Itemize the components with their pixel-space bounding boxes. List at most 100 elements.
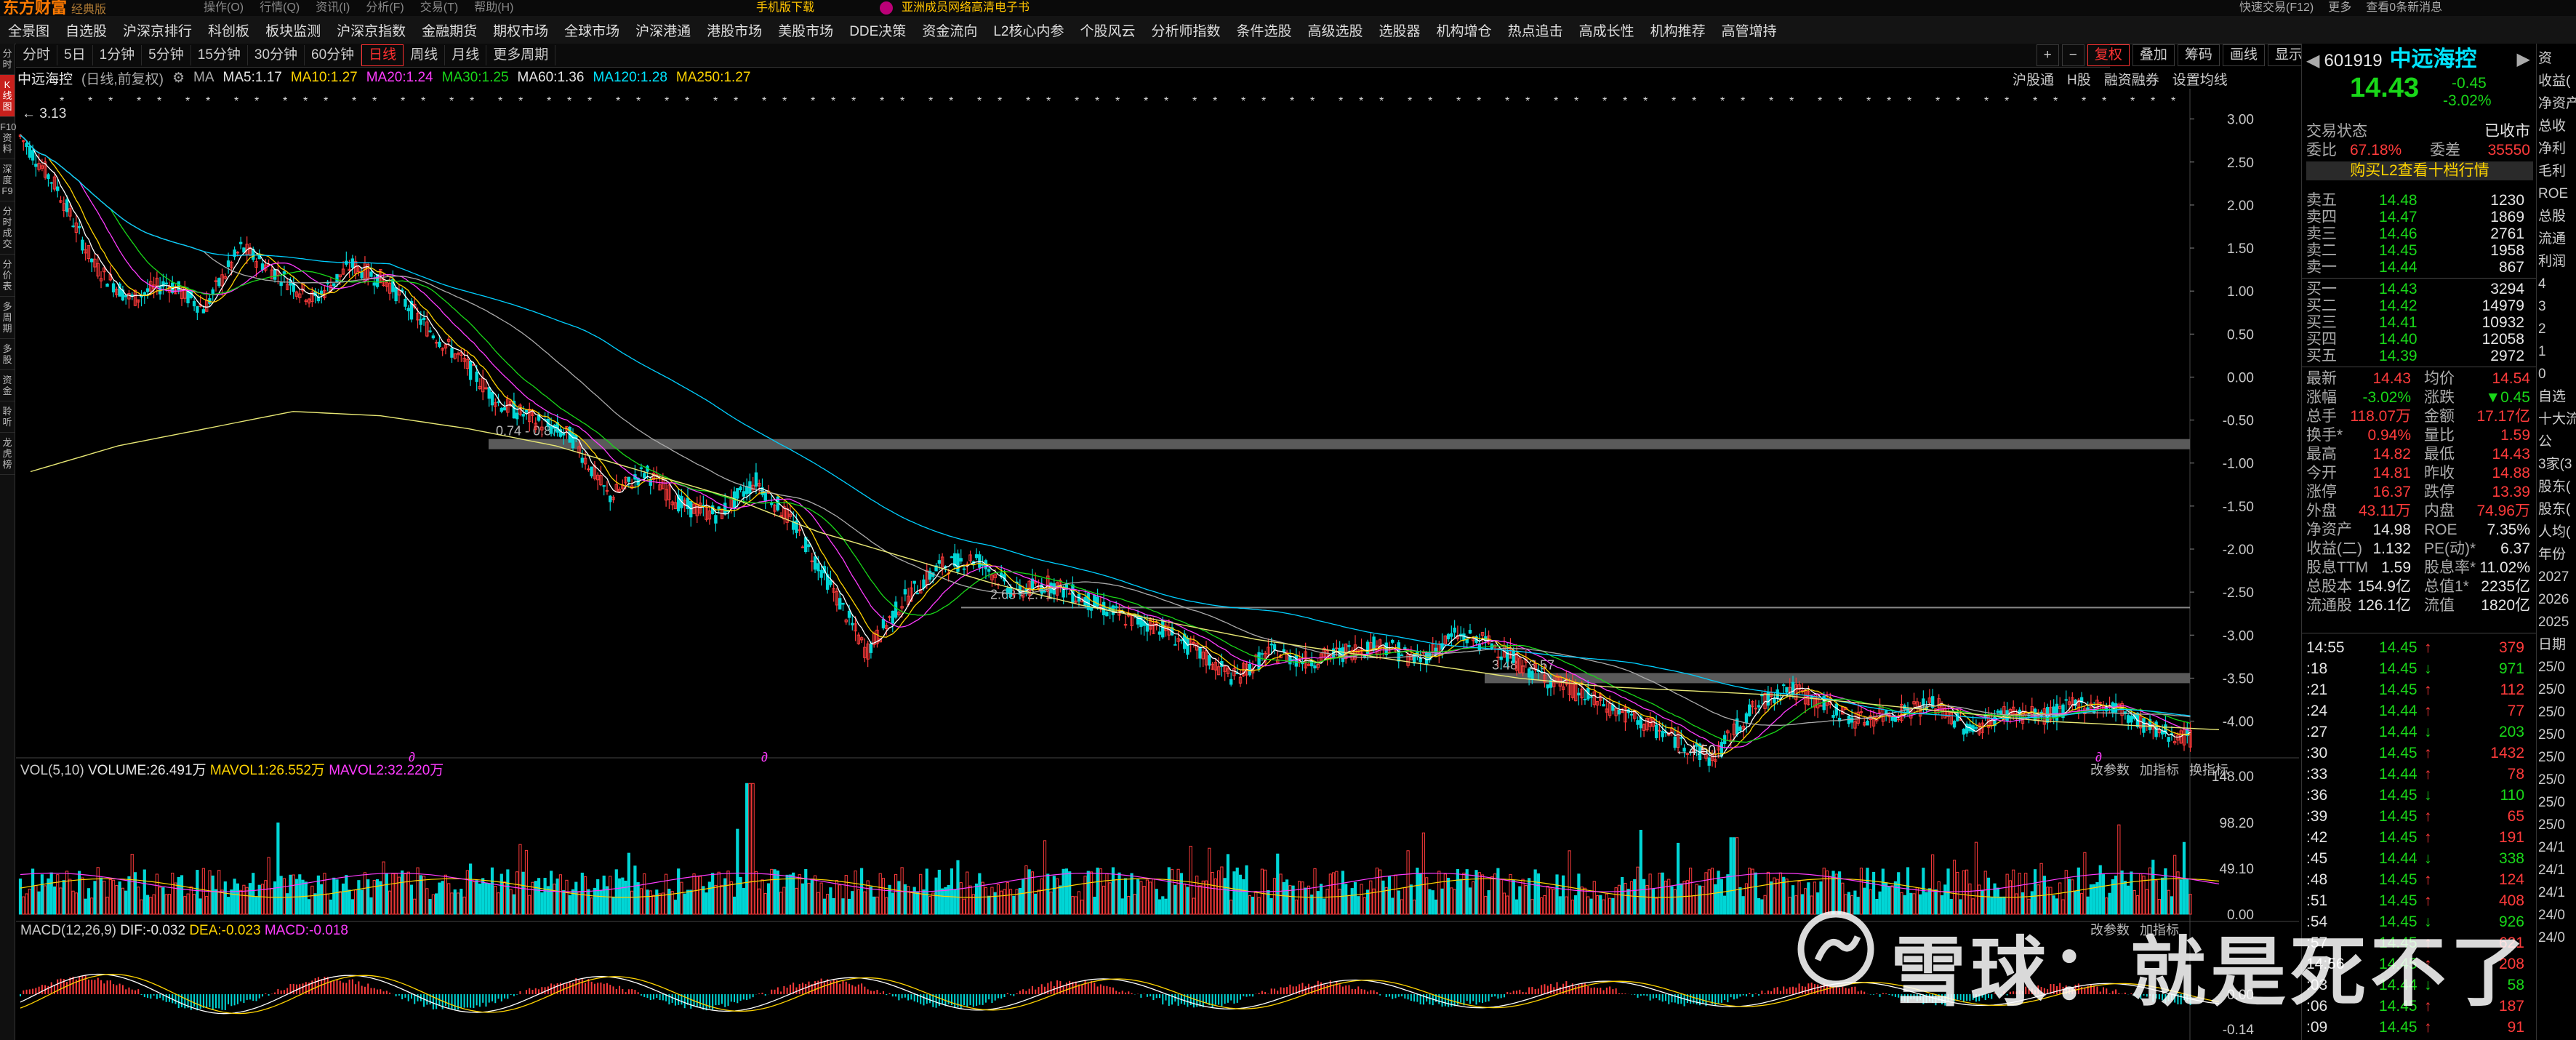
event-star-icon[interactable]: * bbox=[2033, 95, 2037, 108]
macd-title[interactable]: MACD(12,26,9) bbox=[20, 923, 120, 938]
period-tab[interactable]: 15分钟 bbox=[191, 45, 248, 65]
sublink[interactable]: H股 bbox=[2067, 73, 2091, 88]
f10-item[interactable]: 0 bbox=[2538, 367, 2546, 382]
legend-stock-name[interactable]: 中远海控 bbox=[17, 71, 73, 87]
f10-item[interactable]: 2026 bbox=[2538, 592, 2569, 607]
event-star-icon[interactable]: * bbox=[1935, 95, 1940, 108]
menu-item[interactable]: 全景图 bbox=[8, 23, 50, 39]
event-star-icon[interactable]: * bbox=[1956, 95, 1960, 108]
sublink[interactable]: 沪股通 bbox=[2013, 73, 2055, 88]
book-price[interactable]: 14.45 bbox=[2379, 242, 2417, 259]
period-tab[interactable]: 5分钟 bbox=[142, 45, 191, 65]
menu-item[interactable]: DDE决策 bbox=[849, 23, 907, 39]
menu-item[interactable]: 板块监测 bbox=[265, 23, 321, 39]
f10-item[interactable]: 资 bbox=[2538, 51, 2553, 66]
book-price[interactable]: 14.46 bbox=[2379, 225, 2417, 242]
f10-item[interactable]: 自选 bbox=[2538, 389, 2567, 404]
macd-link[interactable]: 加指标 bbox=[2140, 923, 2179, 937]
period-tab[interactable]: 30分钟 bbox=[248, 45, 305, 65]
top-ad[interactable]: 亚洲成员网络高清电子书 bbox=[902, 1, 1030, 14]
event-star-icon[interactable]: * bbox=[811, 95, 815, 108]
left-tool-item[interactable]: 聆听 bbox=[0, 401, 15, 433]
event-star-icon[interactable]: * bbox=[2082, 95, 2086, 108]
event-star-icon[interactable]: * bbox=[762, 95, 766, 108]
left-tool-item[interactable]: 资金 bbox=[0, 370, 15, 401]
f10-item[interactable]: 24/0 bbox=[2538, 930, 2565, 945]
event-star-icon[interactable]: * bbox=[352, 95, 356, 108]
f10-item[interactable]: 人均( bbox=[2538, 524, 2571, 540]
menu-item[interactable]: 机构增仓 bbox=[1436, 23, 1492, 39]
stock-name[interactable]: 中远海控 bbox=[2389, 47, 2477, 71]
book-price[interactable]: 14.42 bbox=[2379, 297, 2417, 314]
top-right-link[interactable]: 快速交易(F12) bbox=[2239, 1, 2314, 14]
menu-item[interactable]: 高成长性 bbox=[1578, 23, 1634, 39]
event-star-icon[interactable]: * bbox=[880, 95, 884, 108]
f10-item[interactable]: 2025 bbox=[2538, 615, 2569, 630]
top-right-link[interactable]: 更多 bbox=[2328, 1, 2352, 14]
event-star-icon[interactable]: * bbox=[782, 95, 787, 108]
event-star-icon[interactable]: * bbox=[157, 95, 161, 108]
book-price[interactable]: 14.41 bbox=[2379, 314, 2417, 331]
menu-item[interactable]: 个股风云 bbox=[1080, 23, 1136, 39]
f10-item[interactable]: 年份 bbox=[2538, 547, 2567, 562]
event-star-icon[interactable]: * bbox=[401, 95, 405, 108]
vol-link[interactable]: 加指标 bbox=[2140, 763, 2179, 777]
period-tab[interactable]: 更多周期 bbox=[486, 45, 556, 65]
f10-item[interactable]: 利润 bbox=[2538, 254, 2567, 269]
event-star-icon[interactable]: * bbox=[1428, 95, 1432, 108]
event-star-icon[interactable]: * bbox=[713, 95, 718, 108]
menu-item[interactable]: 选股器 bbox=[1379, 23, 1421, 39]
event-star-icon[interactable]: * bbox=[421, 95, 425, 108]
f10-item[interactable]: 毛利 bbox=[2538, 164, 2567, 179]
left-tool-item[interactable]: F10资料 bbox=[0, 117, 16, 159]
f10-item[interactable]: 总股 bbox=[2538, 209, 2567, 224]
event-star-icon[interactable]: * bbox=[1643, 95, 1648, 108]
event-star-icon[interactable]: * bbox=[1213, 95, 1217, 108]
event-star-icon[interactable]: * bbox=[1907, 95, 1911, 108]
menu-item[interactable]: 港股市场 bbox=[707, 23, 763, 39]
kline-chart[interactable]: * * * * * * * * * * * * * * * * * * * * * * * * * * * * * * * * * * * * * * * *… bbox=[16, 89, 2301, 1040]
event-star-icon[interactable]: * bbox=[1026, 95, 1030, 108]
top-news[interactable]: 手机版下载 bbox=[756, 1, 815, 14]
event-star-icon[interactable]: * bbox=[1477, 95, 1481, 108]
event-star-icon[interactable]: * bbox=[1623, 95, 1627, 108]
vol-link[interactable]: 换指标 bbox=[2189, 763, 2228, 777]
f10-item[interactable]: 2027 bbox=[2538, 569, 2569, 585]
f10-item[interactable]: 3家(3 bbox=[2538, 457, 2572, 472]
event-star-icon[interactable]: * bbox=[1192, 95, 1197, 108]
event-star-icon[interactable]: * bbox=[1075, 95, 1079, 108]
book-price[interactable]: 14.43 bbox=[2379, 281, 2417, 297]
f10-item[interactable]: 25/0 bbox=[2538, 727, 2565, 743]
f10-item[interactable]: 25/0 bbox=[2538, 795, 2565, 810]
dividend-marker-icon[interactable]: ∂ bbox=[2095, 750, 2102, 764]
vol-title[interactable]: VOL(5,10) bbox=[20, 763, 88, 778]
event-star-icon[interactable]: * bbox=[1505, 95, 1509, 108]
event-star-icon[interactable]: * bbox=[2005, 95, 2009, 108]
event-star-icon[interactable]: * bbox=[734, 95, 738, 108]
event-star-icon[interactable]: * bbox=[1290, 95, 1294, 108]
f10-item[interactable]: 公 bbox=[2538, 434, 2553, 449]
f10-item[interactable]: 4 bbox=[2538, 276, 2546, 292]
left-tool-item[interactable]: 深度F9 bbox=[0, 159, 15, 201]
book-price[interactable]: 14.44 bbox=[2379, 259, 2417, 276]
top-menu-item[interactable]: 帮助(H) bbox=[474, 1, 514, 14]
event-star-icon[interactable]: * bbox=[1456, 95, 1461, 108]
menu-item[interactable]: 科创板 bbox=[208, 23, 250, 39]
period-tab[interactable]: 月线 bbox=[445, 45, 487, 65]
event-star-icon[interactable]: * bbox=[1144, 95, 1148, 108]
top-menu-item[interactable]: 行情(Q) bbox=[260, 1, 300, 14]
event-star-icon[interactable]: * bbox=[1720, 95, 1725, 108]
left-tool-item[interactable]: K线图 bbox=[0, 75, 15, 117]
vol-link[interactable]: 改参数 bbox=[2090, 763, 2130, 777]
macd-histogram[interactable] bbox=[20, 975, 2191, 1011]
f10-item[interactable]: 25/0 bbox=[2538, 750, 2565, 765]
f10-item[interactable]: 24/1 bbox=[2538, 885, 2565, 900]
event-star-icon[interactable]: * bbox=[1261, 95, 1266, 108]
top-menu-item[interactable]: 资讯(I) bbox=[316, 1, 350, 14]
top-menu-item[interactable]: 分析(F) bbox=[366, 1, 404, 14]
event-star-icon[interactable]: * bbox=[498, 95, 502, 108]
menu-item[interactable]: 机构推荐 bbox=[1650, 23, 1706, 39]
menu-item[interactable]: 期权市场 bbox=[493, 23, 549, 39]
event-star-icon[interactable]: * bbox=[137, 95, 141, 108]
price-band[interactable] bbox=[1485, 673, 2190, 684]
